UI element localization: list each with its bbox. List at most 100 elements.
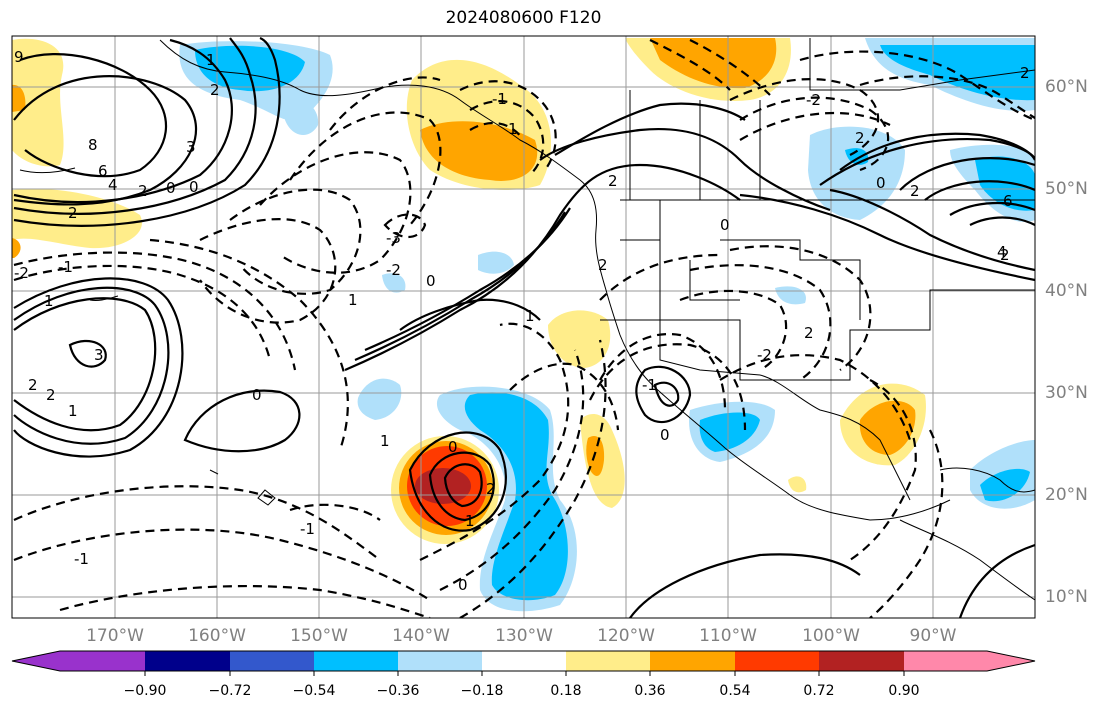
coastlines	[19, 38, 1035, 601]
contour-label: -2	[14, 264, 29, 282]
fill-orange-w	[12, 238, 21, 258]
contour-label: 0	[189, 178, 199, 196]
colorbar-tick-label: −0.72	[208, 683, 252, 699]
colorbar-tick-label: 0.72	[803, 683, 835, 699]
map-frame	[11, 35, 1036, 619]
colorbar-tick-label: 0.18	[550, 683, 582, 699]
contour-label: -2	[386, 261, 401, 279]
colorbar-segment	[60, 651, 145, 671]
contour-label: -2	[757, 346, 772, 364]
contour-label: 1	[348, 291, 358, 309]
graticule	[12, 36, 1035, 618]
colorbar-segment	[735, 651, 819, 671]
colorbar-tick-label: −0.90	[123, 683, 167, 699]
contour-label: 2	[1020, 64, 1030, 82]
contour-label: 6	[1003, 192, 1013, 210]
fill-blue-alaska	[195, 45, 305, 92]
contour-label: -1	[74, 550, 89, 568]
contour-label: 2	[28, 376, 38, 394]
fill-orange-gulf	[859, 400, 916, 455]
colorbar-tick-label: 0.36	[634, 683, 666, 699]
fill-orange-canada	[650, 38, 777, 89]
fill-lightblue-greatlakes	[808, 126, 905, 220]
longitude-label: 120°W	[597, 626, 655, 646]
colorbar-tick-label: −0.36	[376, 683, 420, 699]
latitude-label: 20°N	[1045, 485, 1088, 505]
longitude-label: 100°W	[802, 626, 860, 646]
contour-label: 2	[486, 480, 496, 498]
latitude-label: 10°N	[1045, 587, 1088, 607]
fill-lightblue-pacific-west	[357, 378, 402, 420]
contour-label: 1	[525, 307, 535, 325]
contour-label: 0	[448, 438, 458, 456]
colorbar-segment	[145, 651, 230, 671]
contour-label: 2	[910, 182, 920, 200]
fill-lightblue-gulf	[285, 98, 319, 136]
colorbar-ticks	[144, 671, 905, 676]
contour-label: 2	[46, 386, 56, 404]
contour-label: 2	[68, 204, 78, 222]
contour-label: 0	[458, 576, 468, 594]
contour-label: 2	[1000, 246, 1010, 264]
fill-orange-bc	[420, 121, 538, 181]
colorbar-segment	[566, 651, 650, 671]
colorbar-tick-label: −0.18	[460, 683, 504, 699]
longitude-label: 130°W	[495, 626, 553, 646]
fill-darkred-hurricane	[415, 468, 471, 504]
longitude-label: 140°W	[392, 626, 450, 646]
contour-label: 2	[598, 256, 608, 274]
contours-dashed	[13, 39, 1035, 618]
contour-label: 1	[206, 51, 216, 69]
fill-lightblue-pac1	[478, 251, 514, 274]
contour-label: 2	[855, 129, 865, 147]
fill-lightblue-pac2	[382, 273, 406, 293]
fill-yellow-socal	[548, 310, 611, 368]
latitude-label: 30°N	[1045, 383, 1088, 403]
contour-label: 0	[876, 174, 886, 192]
contour-label: 0	[720, 216, 730, 234]
latitude-label: 50°N	[1045, 179, 1088, 199]
contour-labels: 9 8 6 4 2 0 3 2 -2 1 -3 -2 -1 0 -1 2 0 3…	[14, 48, 1030, 594]
contour-label: 1	[68, 402, 78, 420]
contour-label: 0	[166, 179, 176, 197]
colorbar-segment	[819, 651, 904, 671]
contour-label: 1	[508, 120, 518, 138]
longitude-label: 170°W	[86, 626, 144, 646]
contour-label: 1	[465, 512, 475, 530]
colorbar-tick-label: 0.54	[719, 683, 751, 699]
colorbar-segment	[398, 651, 482, 671]
fill-blue-east	[975, 156, 1035, 211]
colorbar-tick-label: −0.54	[292, 683, 336, 699]
contour-label: 3	[186, 138, 196, 156]
contour-label: 2	[210, 81, 220, 99]
longitude-label: 150°W	[290, 626, 348, 646]
contour-label: -1	[492, 90, 507, 108]
contour-label: -1	[642, 376, 657, 394]
fill-yellow-small	[788, 476, 807, 493]
colorbar-segment	[314, 651, 398, 671]
contour-label: 2	[608, 172, 618, 190]
contour-label: 1	[380, 432, 390, 450]
contour-label: -1	[58, 258, 73, 276]
colorbar-segment	[482, 651, 566, 671]
colorbar-segment	[987, 651, 1035, 671]
contour-label: 8	[88, 136, 98, 154]
colorbar-tick-label: 0.90	[888, 683, 920, 699]
contour-label: 0	[426, 272, 436, 290]
latitude-label: 40°N	[1045, 281, 1088, 301]
contour-label: 9	[14, 48, 24, 66]
fill-orange-nw	[12, 84, 26, 112]
colorbar	[11, 650, 1036, 676]
contour-label: 0	[660, 426, 670, 444]
contour-label: 2	[804, 324, 814, 342]
contour-label: -3	[386, 229, 401, 247]
colorbar-segment	[230, 651, 314, 671]
longitude-label: 160°W	[188, 626, 246, 646]
longitude-label: 110°W	[699, 626, 757, 646]
latitude-label: 60°N	[1045, 77, 1088, 97]
colorbar-outline	[11, 650, 1036, 672]
fill-yellow-nw	[12, 38, 64, 167]
longitude-label: 90°W	[909, 626, 957, 646]
contour-label: 6	[98, 162, 108, 180]
colorbar-segment	[904, 651, 987, 671]
